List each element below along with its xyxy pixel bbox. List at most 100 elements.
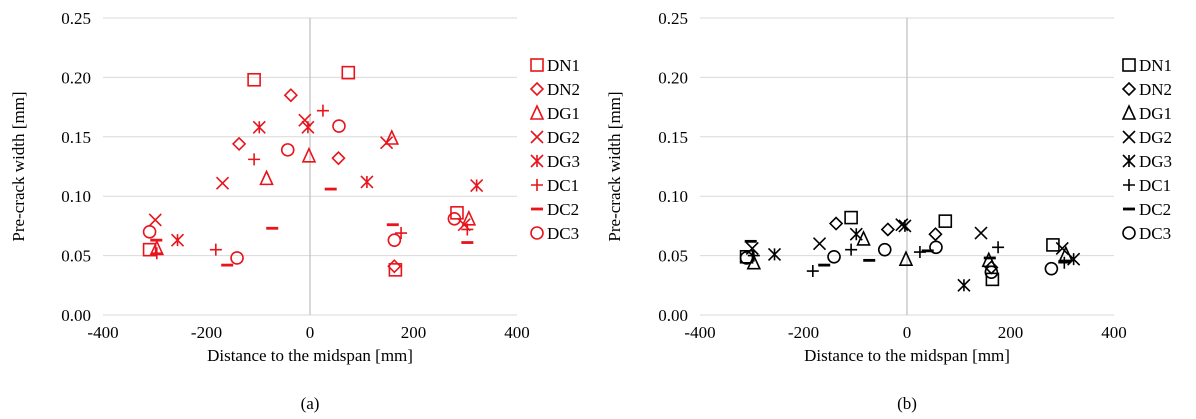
data-point: [298, 113, 312, 127]
legend-item-dn1: DN1: [530, 56, 580, 75]
data-point: [150, 247, 163, 260]
data-point: [1058, 260, 1071, 263]
data-point: [984, 260, 999, 275]
x-tick-label: 0: [306, 323, 315, 342]
legend-item-dn2: DN2: [1121, 80, 1172, 99]
marker-x: [1055, 241, 1069, 256]
marker-plus: [531, 179, 543, 191]
data-point: [388, 263, 403, 277]
marker-plus: [150, 247, 163, 260]
data-point: [380, 136, 394, 150]
data-point: [1055, 241, 1069, 256]
data-point: [898, 219, 912, 233]
series-dn2: [231, 88, 402, 274]
marker-circle: [1122, 226, 1136, 240]
marker-dash: [324, 187, 337, 191]
marker-circle: [1044, 261, 1059, 276]
marker-square: [388, 263, 403, 277]
series-dc1: [150, 104, 474, 260]
y-tick-label: 0.15: [658, 128, 688, 147]
marker-square: [142, 242, 157, 257]
marker-plus: [1123, 179, 1135, 191]
y-tick-label: 0.05: [658, 247, 688, 266]
marker-plus: [992, 241, 1005, 254]
y-tick-label: 0.10: [658, 187, 688, 206]
data-point: [461, 223, 474, 236]
x-tick-label: -400: [87, 323, 118, 342]
marker-triangle: [384, 129, 400, 145]
data-point: [470, 178, 484, 193]
data-point: [767, 247, 782, 261]
legend-label: DN2: [547, 80, 580, 99]
data-point: [818, 263, 831, 267]
data-point: [230, 251, 244, 265]
legend-label: DN1: [547, 56, 580, 75]
data-point: [283, 88, 298, 103]
marker-plus: [395, 227, 408, 240]
legend: DN1 DN2 DG1 DG2 DG3 DC1 DC2 DC3: [529, 56, 580, 243]
data-point: [921, 249, 934, 253]
legend-item-dg3: DG3: [1122, 152, 1172, 171]
legend-label: DG1: [547, 104, 580, 123]
series-dc2: [744, 239, 1071, 267]
marker-x: [298, 113, 312, 127]
data-point: [849, 227, 863, 241]
y-tick-label: 0.15: [61, 128, 91, 147]
marker-triangle: [529, 104, 545, 120]
marker-x: [895, 218, 909, 232]
y-axis-title: Pre-crack width [mm]: [605, 91, 624, 241]
series-dn2: [828, 216, 999, 275]
series-dg1: [149, 129, 477, 256]
marker-x: [974, 226, 988, 240]
legend-item-dn1: DN1: [1122, 56, 1172, 75]
data-point: [744, 239, 757, 243]
marker-star: [360, 175, 374, 189]
series-dg3: [170, 120, 484, 247]
data-point: [142, 225, 157, 239]
marker-dash: [221, 263, 234, 267]
data-point: [324, 187, 337, 191]
y-tick-label: 0.25: [61, 9, 91, 28]
legend-label: DC2: [547, 200, 579, 219]
marker-dash: [744, 239, 757, 243]
x-tick-label: 0: [903, 323, 912, 342]
data-point: [384, 129, 400, 145]
marker-circle: [230, 251, 244, 265]
x-tick-label: 200: [998, 323, 1024, 342]
y-tick-label: 0.00: [61, 306, 91, 325]
marker-star: [170, 233, 185, 247]
marker-dash: [1058, 260, 1071, 263]
marker-circle: [332, 119, 346, 133]
marker-star: [530, 154, 544, 168]
data-point: [170, 233, 185, 247]
marker-plus: [845, 243, 858, 256]
legend-label: DG2: [1139, 128, 1172, 147]
data-point: [331, 151, 346, 166]
legend-item-dg3: DG3: [530, 152, 580, 171]
panel-label: (a): [301, 394, 320, 413]
marker-diamond: [984, 260, 999, 275]
data-point: [301, 120, 315, 134]
marker-star: [252, 120, 266, 134]
marker-dash: [461, 241, 474, 244]
data-point: [266, 226, 279, 230]
legend-item-dg1: DG1: [529, 104, 580, 123]
data-point: [341, 65, 356, 80]
chart-panel-b: 0.00 0.05 0.10 0.15 0.20 0.25 -400 -200 0 200 400 D…: [605, 9, 1172, 413]
legend-item-dc2: DC2: [1123, 200, 1171, 219]
legend-item-dc1: DC1: [1123, 176, 1171, 195]
marker-dash: [150, 238, 163, 242]
legend-item-dc3: DC3: [1122, 224, 1171, 243]
marker-diamond: [529, 81, 545, 97]
marker-diamond: [231, 136, 247, 152]
marker-diamond: [283, 88, 298, 103]
marker-star: [301, 120, 315, 134]
chart-panel-a: 0.00 0.05 0.10 0.15 0.20 0.25 -400 -200 0 200 400 D…: [9, 9, 580, 413]
data-point: [812, 237, 827, 251]
marker-star: [898, 219, 912, 233]
data-point: [938, 214, 953, 228]
data-point: [1046, 238, 1060, 252]
data-point: [877, 242, 892, 257]
legend-item-dg2: DG2: [1122, 128, 1172, 147]
data-point: [150, 238, 163, 242]
